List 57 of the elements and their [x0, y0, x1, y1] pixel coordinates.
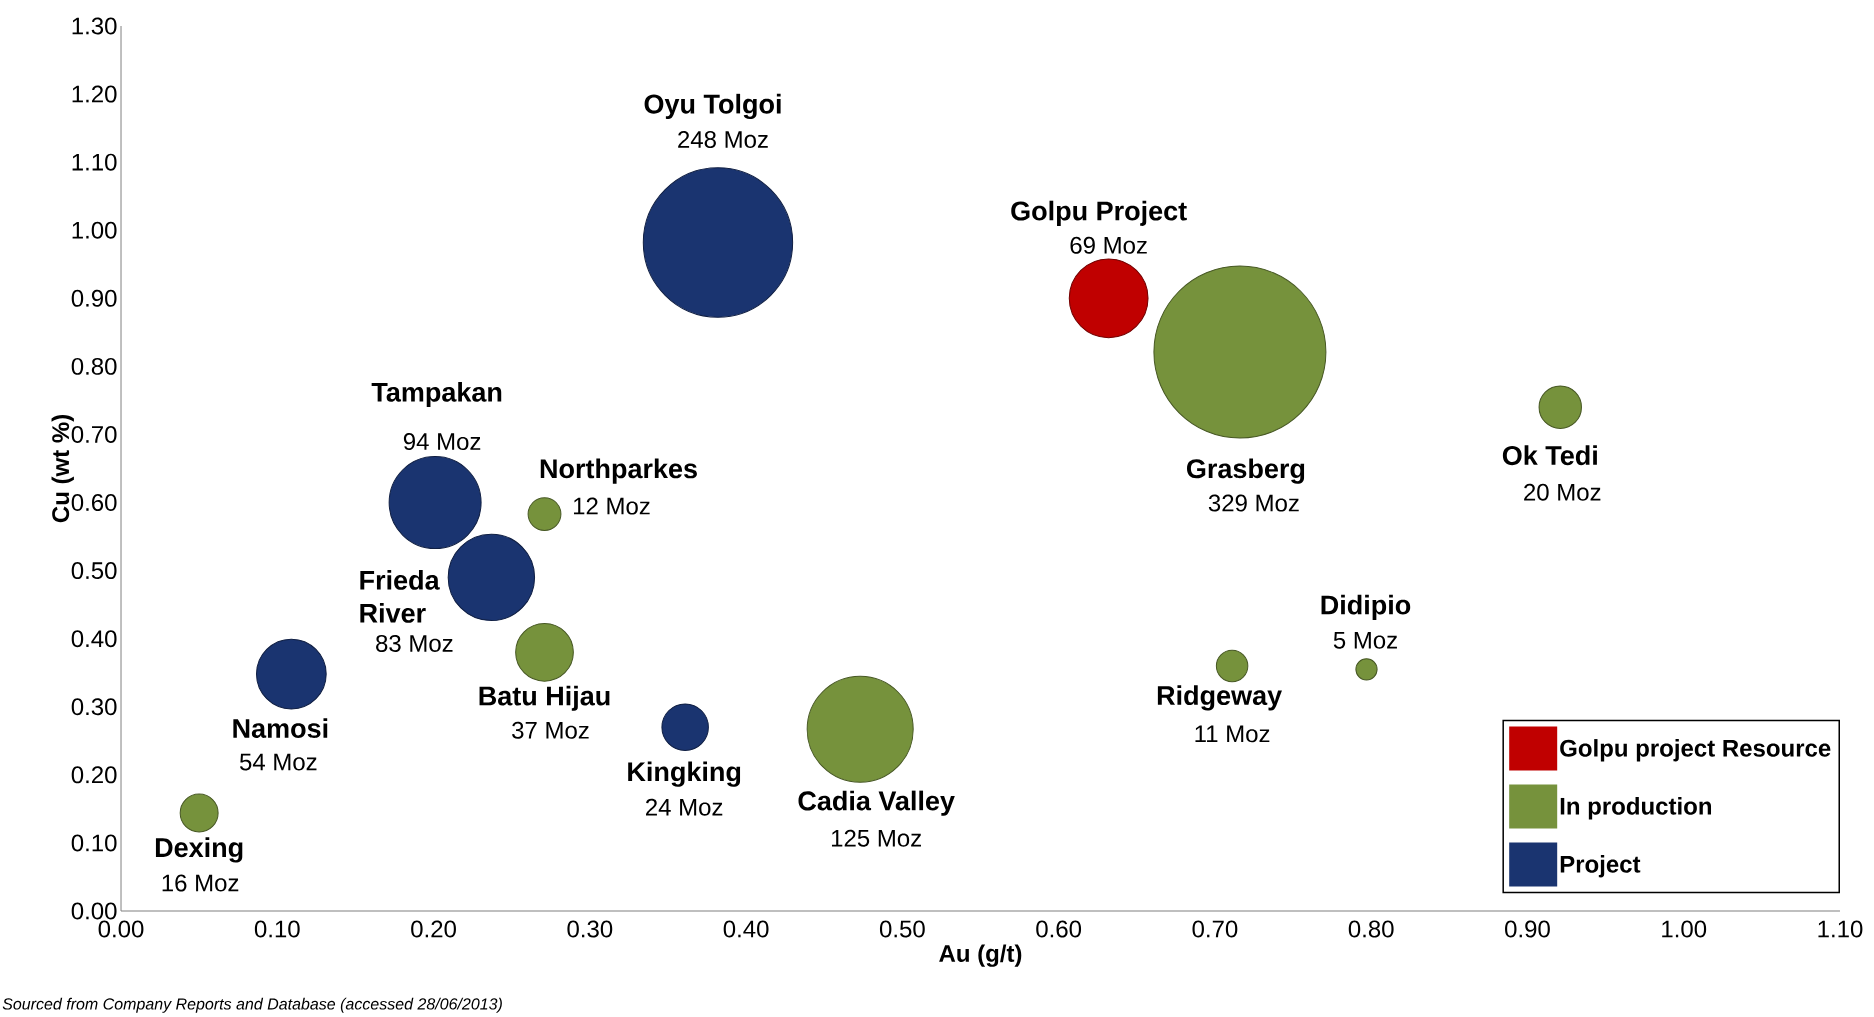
x-tick-label: 0.80 — [1348, 920, 1394, 938]
data-label: 54 Moz — [239, 753, 317, 771]
annotation: Ok Tedi — [1502, 445, 1597, 466]
data-label: 125 Moz — [831, 829, 921, 847]
y-tick-label: 1.20 — [72, 85, 117, 103]
x-tick-label: 1.00 — [1662, 920, 1707, 938]
x-axis-title: Au (g/t) — [939, 944, 1022, 967]
x-tick-label: 0.40 — [723, 920, 769, 938]
x-tick-label: 0.90 — [1505, 920, 1550, 938]
annotation: Batu Hijau — [479, 685, 610, 711]
text: Sourced from Company Reports and Database (accessed 28/06/2013) — [2, 997, 502, 1013]
data-label: 24 Moz — [646, 798, 723, 816]
data-label: 12 Moz — [573, 497, 650, 515]
annotation: Kingking — [628, 761, 741, 787]
x-tick-label: 0.60 — [1036, 920, 1082, 938]
y-tick-label: 1.30 — [72, 17, 117, 35]
y-tick-label: 0.40 — [71, 630, 117, 648]
y-tick-label: 0.20 — [71, 766, 117, 784]
y-tick-label: 1.10 — [72, 153, 117, 171]
data-label: 248 Moz — [678, 130, 768, 148]
data-label: 16 Moz — [162, 874, 239, 892]
annotation: Tampakan — [371, 381, 502, 408]
annotation: Northparkes — [540, 458, 697, 484]
x-tick-label: 0.10 — [254, 920, 300, 938]
legend-label: Project — [1560, 855, 1641, 878]
annotation: Golpu Project — [1011, 200, 1187, 226]
annotation: Ridgeway — [1157, 685, 1282, 711]
annotation: Didipio — [1321, 594, 1411, 620]
y-tick-label: 0.50 — [71, 562, 117, 580]
data-label: 37 Moz — [512, 721, 589, 739]
y-tick-label: 0.10 — [71, 834, 117, 852]
data-label: 20 Moz — [1524, 483, 1601, 501]
data-label: 5 Moz — [1333, 631, 1397, 649]
y-tick-label: 0.30 — [71, 698, 117, 716]
annotation: Namosi — [233, 718, 328, 738]
y-tick-label: 0.90 — [71, 289, 117, 307]
x-tick-label: 1.10 — [1818, 920, 1863, 938]
x-tick-label: 0.00 — [98, 920, 144, 938]
x-tick-label: 0.70 — [1192, 920, 1238, 938]
annotation: Frieda River — [360, 569, 440, 623]
legend-label: In production — [1560, 797, 1712, 820]
x-tick-label: 0.30 — [567, 920, 613, 938]
x-tick-label: 0.20 — [411, 920, 456, 938]
annotation: Oyu Tolgoi — [644, 93, 781, 120]
y-tick-label: 1.00 — [72, 221, 117, 239]
annotation: Cadia Valley — [798, 790, 955, 816]
data-label: 329 Moz — [1208, 494, 1299, 512]
legend-label: Golpu project Resource — [1560, 739, 1831, 762]
data-label: 69 Moz — [1070, 236, 1147, 254]
data-label: 83 Moz — [376, 634, 453, 652]
y-tick-label: 0.00 — [71, 902, 117, 920]
data-label: 11 Moz — [1195, 725, 1270, 743]
y-tick-label: 0.80 — [71, 357, 117, 375]
x-tick-label: 0.50 — [879, 920, 925, 938]
data-label: 94 Moz — [403, 433, 481, 451]
annotation: Grasberg — [1187, 458, 1305, 484]
annotation: Dexing — [155, 837, 243, 863]
